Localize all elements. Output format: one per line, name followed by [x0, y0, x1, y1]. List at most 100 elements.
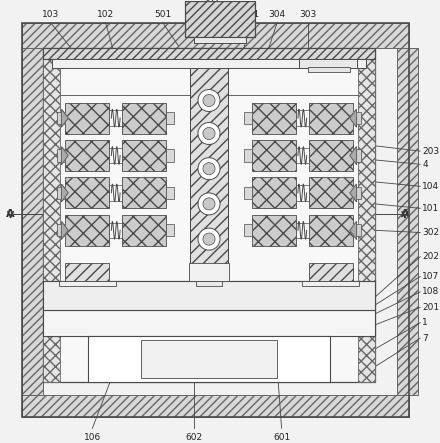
Text: 108: 108 [422, 288, 440, 296]
Circle shape [203, 163, 215, 175]
Text: 1: 1 [422, 318, 428, 327]
Text: 302: 302 [422, 228, 440, 237]
Bar [185, 1, 255, 37]
Bar [59, 281, 116, 286]
Text: 101: 101 [422, 204, 440, 213]
Bar [88, 336, 330, 382]
Bar [43, 48, 375, 382]
Text: 202: 202 [422, 252, 440, 261]
Bar [309, 215, 353, 246]
Text: 4: 4 [422, 160, 428, 169]
Bar [308, 67, 350, 72]
Text: 106: 106 [84, 433, 101, 442]
Bar [353, 112, 361, 124]
Bar [57, 149, 65, 162]
Bar [309, 103, 353, 133]
Text: 303: 303 [299, 10, 317, 19]
Polygon shape [62, 109, 68, 127]
Bar [65, 263, 109, 281]
Text: 502: 502 [203, 0, 220, 6]
Polygon shape [62, 147, 68, 164]
Bar [252, 178, 296, 208]
Bar [43, 48, 375, 59]
Bar [194, 37, 246, 43]
Bar [244, 112, 252, 124]
Bar [57, 112, 65, 124]
Text: A: A [6, 209, 15, 219]
Bar [43, 281, 375, 310]
Text: 104: 104 [422, 182, 440, 191]
Polygon shape [350, 222, 356, 239]
Text: 501: 501 [154, 10, 172, 19]
Bar [122, 103, 166, 133]
Bar [252, 215, 296, 246]
Polygon shape [350, 184, 356, 202]
Bar [122, 215, 166, 246]
Text: 203: 203 [422, 147, 440, 155]
Text: 102: 102 [97, 10, 114, 19]
Circle shape [203, 233, 215, 245]
Circle shape [203, 94, 215, 107]
Text: 107: 107 [422, 272, 440, 281]
Bar [22, 23, 409, 48]
Bar [65, 103, 109, 133]
Bar [166, 187, 174, 199]
Circle shape [198, 123, 220, 144]
Bar [43, 310, 375, 336]
Bar [190, 59, 228, 281]
Circle shape [198, 228, 220, 250]
Bar [299, 59, 357, 68]
Bar [353, 224, 361, 237]
Bar [43, 48, 375, 59]
Text: 103: 103 [42, 10, 59, 19]
Polygon shape [350, 147, 356, 164]
Circle shape [198, 158, 220, 180]
Bar [22, 23, 409, 417]
Circle shape [198, 89, 220, 112]
Bar [252, 140, 296, 171]
Bar [166, 149, 174, 162]
Bar [353, 149, 361, 162]
Text: 304: 304 [269, 10, 286, 19]
Bar [22, 48, 43, 395]
Bar [122, 140, 166, 171]
Bar [65, 140, 109, 171]
Polygon shape [350, 109, 356, 127]
Bar [244, 149, 252, 162]
Bar [65, 178, 109, 208]
Bar [52, 59, 366, 68]
Bar [57, 187, 65, 199]
Text: 601: 601 [273, 433, 290, 442]
Bar [185, 1, 255, 37]
Polygon shape [62, 222, 68, 239]
Circle shape [198, 193, 220, 215]
Bar [309, 178, 353, 208]
Bar [196, 281, 222, 286]
Bar [65, 215, 109, 246]
Bar [166, 224, 174, 237]
Bar [244, 224, 252, 237]
Polygon shape [62, 184, 68, 202]
Bar [309, 263, 353, 281]
Bar [189, 263, 229, 281]
Text: 7: 7 [422, 334, 428, 342]
Bar [22, 395, 409, 417]
Bar [252, 103, 296, 133]
Bar [166, 112, 174, 124]
Bar [353, 187, 361, 199]
Bar [358, 48, 375, 382]
Text: 201: 201 [422, 303, 440, 312]
Bar [302, 281, 359, 286]
Bar [141, 340, 277, 378]
Bar [244, 187, 252, 199]
Text: 602: 602 [185, 433, 202, 442]
Text: 301: 301 [242, 10, 260, 19]
Bar [190, 59, 228, 281]
Bar [122, 178, 166, 208]
Circle shape [203, 198, 215, 210]
Bar [57, 224, 65, 237]
Text: A: A [400, 209, 409, 219]
Bar [43, 48, 60, 382]
Bar [397, 48, 418, 395]
Circle shape [203, 128, 215, 140]
